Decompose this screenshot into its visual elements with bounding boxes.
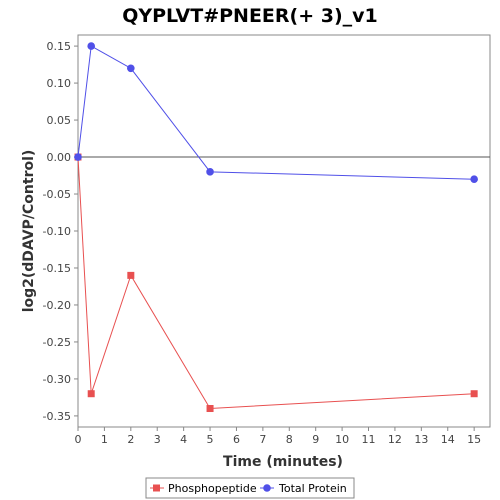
legend-label-total-protein: Total Protein bbox=[278, 482, 347, 495]
data-point-phosphopeptide bbox=[127, 271, 135, 279]
x-tick-label: 3 bbox=[154, 433, 161, 446]
data-point-total-protein bbox=[87, 42, 96, 50]
y-tick-label: 0.10 bbox=[47, 77, 72, 90]
legend-marker-total-protein bbox=[263, 484, 271, 492]
y-tick-label: -0.20 bbox=[43, 299, 71, 312]
x-tick-label: 15 bbox=[467, 433, 481, 446]
y-tick-label: 0.00 bbox=[47, 151, 72, 164]
y-tick-label: -0.15 bbox=[43, 262, 71, 275]
x-tick-label: 10 bbox=[335, 433, 349, 446]
y-axis: 0.15 0.10 0.05 0.00 -0.05 -0.10 -0.15 -0.20 -0.2… bbox=[43, 40, 78, 423]
y-tick-label: -0.35 bbox=[43, 410, 71, 423]
x-tick-label: 2 bbox=[127, 433, 134, 446]
y-tick-label: -0.10 bbox=[43, 225, 71, 238]
y-tick-label: 0.15 bbox=[47, 40, 72, 53]
x-tick-label: 12 bbox=[388, 433, 402, 446]
x-tick-label: 1 bbox=[101, 433, 108, 446]
legend-box bbox=[145, 477, 355, 499]
data-point-phosphopeptide bbox=[87, 390, 95, 398]
legend-label-phosphopeptide: Phosphopeptide bbox=[168, 482, 257, 495]
plot-frame bbox=[77, 34, 491, 428]
y-tick-label: -0.30 bbox=[43, 373, 71, 386]
data-point-total-protein bbox=[127, 64, 135, 73]
data-point-phosphopeptide bbox=[206, 405, 214, 413]
x-axis-label: Time (minutes) bbox=[223, 454, 343, 470]
x-tick-label: 8 bbox=[286, 433, 293, 446]
x-tick-label: 9 bbox=[312, 433, 319, 446]
data-point-total-protein bbox=[470, 175, 478, 184]
x-axis: 0 1 2 3 4 5 6 7 8 9 10 11 12 13 14 15 bbox=[75, 427, 481, 446]
y-tick-label: -0.05 bbox=[43, 188, 71, 201]
x-tick-label: 5 bbox=[207, 433, 214, 446]
data-point-total-protein bbox=[74, 153, 82, 161]
legend: Phosphopeptide Total Protein bbox=[145, 477, 355, 499]
data-point-total-protein bbox=[206, 168, 214, 176]
data-point-phosphopeptide bbox=[470, 390, 478, 398]
x-tick-label: 0 bbox=[75, 433, 82, 446]
x-tick-label: 11 bbox=[362, 433, 376, 446]
y-tick-label: -0.25 bbox=[43, 336, 71, 349]
legend-marker-phosphopeptide bbox=[153, 484, 160, 492]
series-layer bbox=[74, 42, 478, 413]
x-tick-label: 6 bbox=[233, 433, 240, 446]
y-tick-label: 0.05 bbox=[47, 114, 72, 127]
x-tick-label: 7 bbox=[259, 433, 266, 446]
x-tick-label: 14 bbox=[441, 433, 455, 446]
x-tick-label: 13 bbox=[414, 433, 428, 446]
chart-title: QYPLVT#PNEER(+ 3)_v1 bbox=[122, 5, 378, 27]
y-axis-label: log2(dDAVP/Control) bbox=[21, 150, 37, 313]
x-tick-label: 4 bbox=[180, 433, 187, 446]
